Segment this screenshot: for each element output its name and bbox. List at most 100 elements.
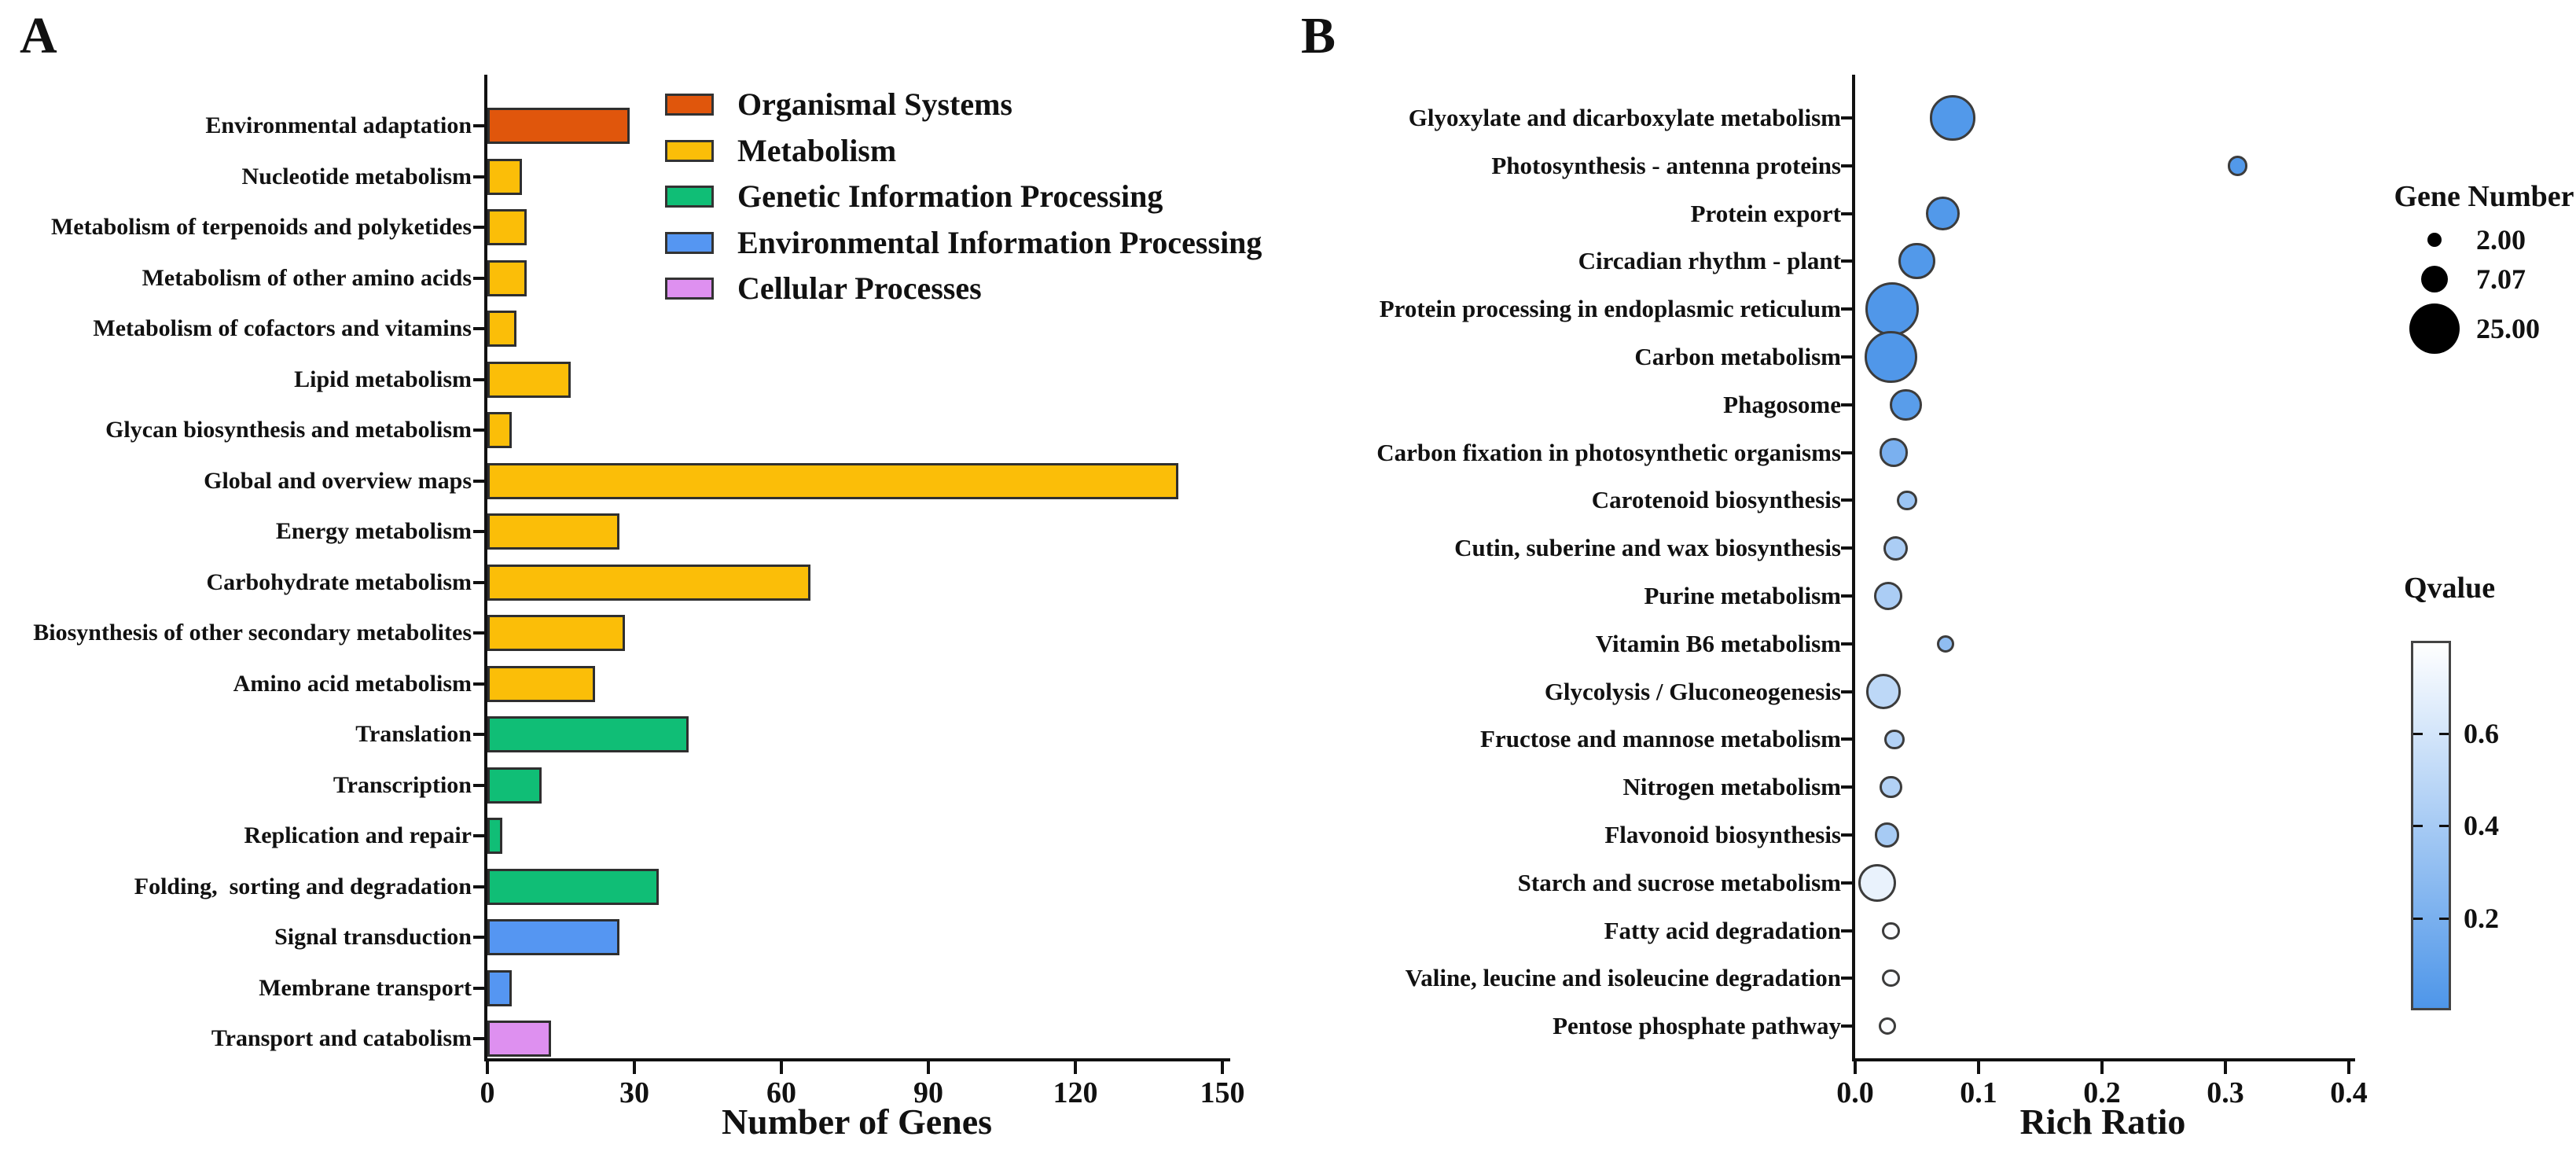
- y-tick: [1841, 594, 1854, 598]
- y-tick: [473, 377, 486, 381]
- gene-number-value: 7.07: [2476, 263, 2526, 295]
- x-tick: [1221, 1061, 1224, 1074]
- bar-category-label: Metabolism of terpenoids and polyketides: [50, 214, 472, 240]
- gene-number-value: 25.00: [2476, 313, 2540, 344]
- bubble-row-label: Fructose and mannose metabolism: [1480, 725, 1841, 753]
- y-tick: [1841, 355, 1854, 359]
- y-tick: [1841, 929, 1854, 932]
- x-tick: [1977, 1061, 1980, 1074]
- y-tick: [473, 783, 486, 787]
- y-tick: [473, 682, 486, 686]
- y-tick: [1841, 833, 1854, 837]
- bubble-row-label: Flavonoid biosynthesis: [1604, 821, 1841, 848]
- bubble-row-label: Purine metabolism: [1644, 582, 1841, 609]
- bubble-row-label: Carbon fixation in photosynthetic organi…: [1376, 438, 1841, 466]
- bubble: [1865, 330, 1917, 384]
- bar-category-label: Metabolism of cofactors and vitamins: [93, 315, 472, 341]
- bar: [487, 615, 625, 651]
- y-tick: [473, 936, 486, 939]
- bubble: [1879, 438, 1908, 467]
- bubble: [1858, 863, 1897, 902]
- legend-label: Environmental Information Processing: [737, 224, 1262, 260]
- y-tick: [1841, 451, 1854, 454]
- y-tick: [473, 276, 486, 280]
- bubble-row-label: Pentose phosphate pathway: [1553, 1012, 1841, 1040]
- bar: [487, 716, 689, 752]
- x-tick: [2100, 1061, 2104, 1074]
- y-tick: [473, 175, 486, 178]
- x-tick: [1854, 1061, 1857, 1074]
- x-tick-label: 90: [913, 1076, 943, 1109]
- bar-category-label: Replication and repair: [244, 822, 472, 848]
- bar-category-label: Transport and catabolism: [211, 1025, 472, 1051]
- gene-number-dot: [2427, 232, 2442, 248]
- qvalue-tick-label: 0.2: [2464, 902, 2499, 934]
- bar: [487, 412, 513, 448]
- y-tick: [473, 479, 486, 483]
- bubble-row-label: Fatty acid degradation: [1604, 916, 1841, 944]
- bar: [487, 1021, 552, 1057]
- x-tick: [1074, 1061, 1077, 1074]
- bubble: [1878, 1017, 1896, 1035]
- qvalue-tick-label: 0.6: [2464, 717, 2499, 749]
- panel-b-letter: B: [1301, 7, 1336, 64]
- y-tick: [473, 631, 486, 634]
- x-tick: [2347, 1061, 2350, 1074]
- legend-swatch: [665, 278, 714, 300]
- panel-b-x-axis-title: Rich Ratio: [2019, 1102, 2186, 1142]
- qvalue-tick: [2439, 825, 2449, 827]
- bar-category-label: Folding, sorting and degradation: [134, 873, 472, 899]
- y-tick: [1841, 498, 1854, 502]
- qvalue-tick: [2413, 825, 2423, 827]
- y-tick: [1841, 1024, 1854, 1028]
- y-tick: [1841, 403, 1854, 406]
- y-tick: [1841, 259, 1854, 263]
- panel-a-x-axis: [484, 1058, 1230, 1061]
- panel-a-letter: A: [20, 7, 57, 64]
- bar-category-label: Translation: [355, 721, 472, 747]
- y-tick: [1841, 307, 1854, 311]
- x-tick-label: 0.2: [2083, 1076, 2121, 1109]
- legend-label: Genetic Information Processing: [737, 178, 1163, 214]
- bubble-row-label: Glycolysis / Gluconeogenesis: [1544, 677, 1841, 705]
- bar: [487, 564, 811, 601]
- bar: [487, 259, 527, 296]
- y-tick: [473, 327, 486, 330]
- x-tick-label: 150: [1200, 1076, 1245, 1109]
- x-tick-label: 60: [766, 1076, 796, 1109]
- bubble-row-label: Starch and sucrose metabolism: [1517, 868, 1841, 896]
- y-tick: [1841, 116, 1854, 120]
- panel-a-x-axis-title: Number of Genes: [721, 1102, 993, 1142]
- bar-category-label: Environmental adaptation: [205, 112, 472, 138]
- bubble: [1865, 674, 1902, 709]
- bubble: [1936, 634, 1954, 653]
- x-tick-label: 0.1: [1960, 1076, 1997, 1109]
- legend-swatch: [665, 94, 714, 116]
- legend-swatch: [665, 186, 714, 208]
- x-tick-label: 30: [619, 1076, 649, 1109]
- gene-number-value: 2.00: [2476, 224, 2526, 256]
- y-tick: [1841, 785, 1854, 789]
- y-tick: [473, 834, 486, 837]
- x-tick-label: 0.3: [2207, 1076, 2244, 1109]
- y-tick: [1841, 642, 1854, 646]
- bar-category-label: Signal transduction: [274, 924, 472, 950]
- bubble-row-label: Phagosome: [1723, 390, 1841, 418]
- qvalue-tick-label: 0.4: [2464, 810, 2499, 841]
- bar: [487, 108, 630, 144]
- gene-number-legend-title: Gene Number: [2394, 180, 2574, 213]
- y-tick: [1841, 546, 1854, 550]
- bubble-row-label: Vitamin B6 metabolism: [1595, 629, 1841, 657]
- bubble: [1874, 581, 1903, 611]
- x-tick: [927, 1061, 930, 1074]
- bubble: [1898, 243, 1935, 280]
- y-tick: [473, 733, 486, 736]
- bar-category-label: Lipid metabolism: [294, 366, 472, 392]
- bubble: [1882, 921, 1900, 940]
- qvalue-legend-title: Qvalue: [2404, 572, 2496, 605]
- x-tick: [486, 1061, 489, 1074]
- panel-a-y-axis: [484, 75, 487, 1061]
- bar-category-label: Biosynthesis of other secondary metaboli…: [33, 620, 472, 646]
- x-tick: [2224, 1061, 2227, 1074]
